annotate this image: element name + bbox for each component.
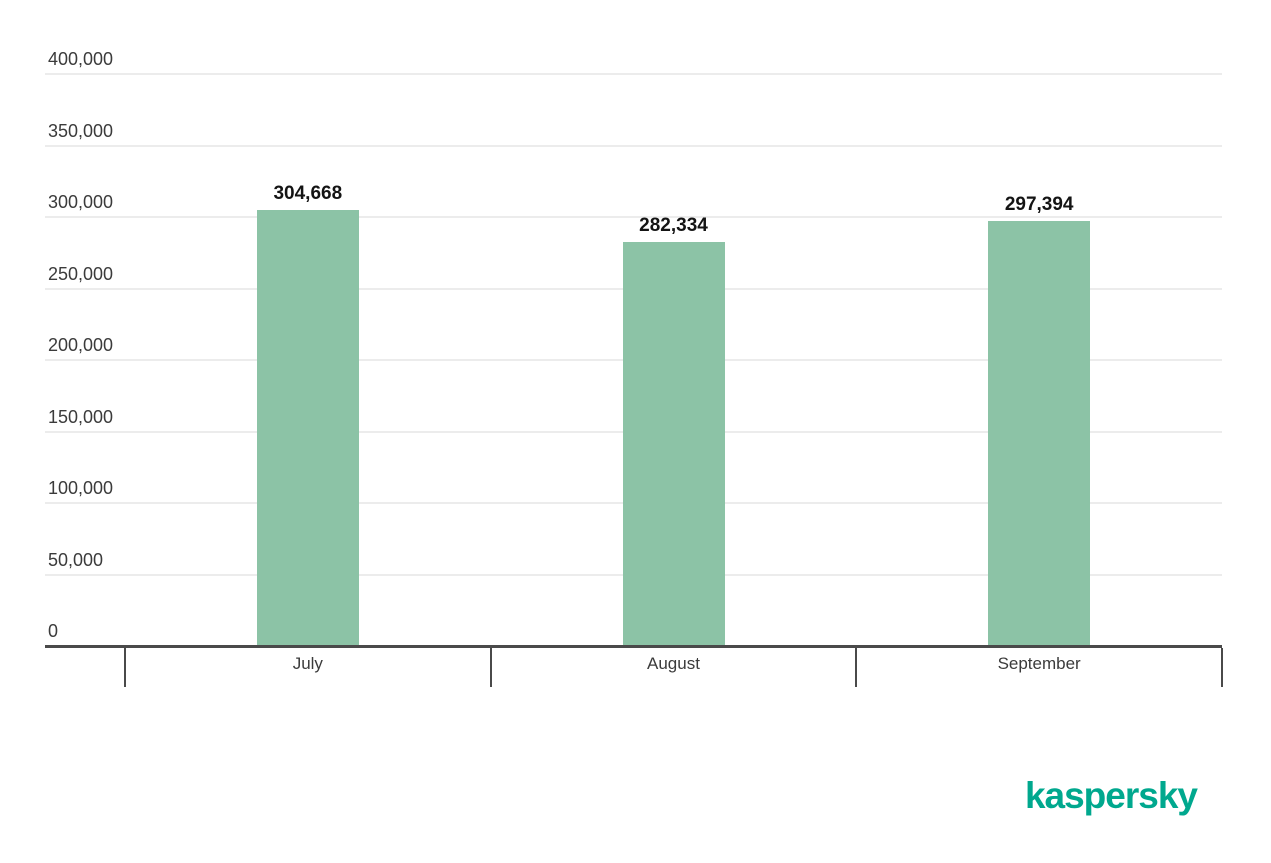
x-axis-tick bbox=[124, 648, 126, 687]
bar-september bbox=[988, 220, 1091, 646]
y-axis-tick-label: 300,000 bbox=[48, 192, 114, 212]
bar-value-label: 297,394 bbox=[1004, 193, 1074, 215]
x-axis-category-label: September bbox=[997, 654, 1081, 673]
gridline bbox=[45, 216, 1222, 218]
x-axis-line bbox=[45, 645, 1222, 648]
x-axis-tick bbox=[1221, 648, 1223, 687]
y-axis-tick-label: 150,000 bbox=[48, 406, 114, 427]
y-axis-tick-label: 200,000 bbox=[48, 335, 114, 355]
x-axis-category-label: July bbox=[292, 654, 323, 673]
gridline bbox=[45, 144, 1222, 147]
x-axis-category-label: August bbox=[647, 654, 700, 673]
y-axis-tick-label: 100,000 bbox=[48, 478, 114, 498]
x-axis-tick bbox=[489, 648, 492, 687]
y-axis-tick-label: 0 bbox=[48, 621, 59, 641]
y-axis-tick-label: 250,000 bbox=[48, 263, 114, 284]
y-axis-tick-label: 400,000 bbox=[48, 49, 114, 69]
bar-august bbox=[622, 242, 725, 646]
gridline bbox=[45, 73, 1222, 75]
footer-separator bbox=[45, 731, 1222, 733]
bar-value-label: 282,334 bbox=[639, 215, 708, 237]
bar-value-label: 304,668 bbox=[273, 183, 343, 205]
bar-july bbox=[256, 210, 359, 646]
y-axis-tick-label: 350,000 bbox=[48, 120, 114, 141]
kaspersky-logo: kaspersky bbox=[1024, 775, 1198, 816]
x-axis-tick bbox=[855, 648, 858, 687]
y-axis-tick-label: 50,000 bbox=[48, 549, 104, 570]
